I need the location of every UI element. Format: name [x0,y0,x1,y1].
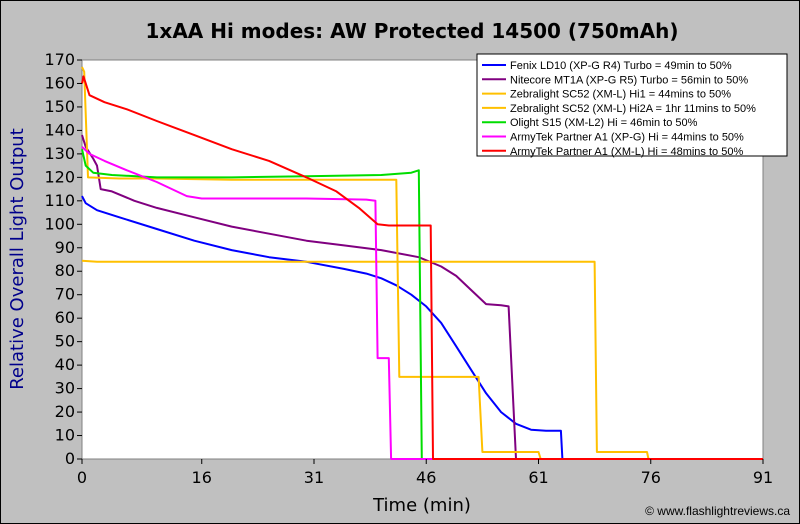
y-tick-label: 60 [55,308,75,327]
chart-title: 1xAA Hi modes: AW Protected 14500 (750mA… [146,19,679,43]
y-tick-label: 30 [55,379,75,398]
x-tick-label: 16 [192,468,212,487]
legend-label-4: Zebralight SC52 (XM-L) Hi2A = 1hr 11mins… [510,103,756,115]
credit-text: © www.flashlightreviews.ca [645,504,790,518]
y-tick-label: 10 [55,426,75,445]
series-line-7 [81,75,763,460]
y-tick-label: 130 [44,144,75,163]
y-tick-label: 150 [44,97,75,116]
y-tick-label: 70 [55,285,75,304]
x-tick-label: 91 [753,468,773,487]
legend-label-7: ArmyTek Partner A1 (XM-L) Hi = 48mins to… [510,146,743,158]
series-lines [81,66,763,460]
y-tick-label: 140 [44,120,75,139]
x-tick-label: 46 [416,468,436,487]
x-axis-label: Time (min) [372,495,471,516]
x-tick-label: 61 [528,468,548,487]
y-axis: 0 10 20 30 40 50 60 70 80 90 100 110 120 130 140 150 160… [44,50,82,468]
series-line-4 [81,259,763,460]
series-line-1 [81,195,763,460]
x-tick-label: 76 [641,468,661,487]
legend-label-3: Zebralight SC52 (XM-L) Hi1 = 44mins to 5… [510,89,731,101]
y-tick-label: 120 [44,167,75,186]
series-line-2 [81,134,763,460]
series-line-5 [81,148,763,460]
y-tick-label: 170 [44,50,75,69]
y-tick-label: 110 [44,191,75,210]
legend-box [476,53,788,157]
y-tick-label: 50 [55,332,75,351]
y-axis-label: Relative Overall Light Output [7,128,28,390]
y-tick-label: 0 [65,449,75,468]
series-line-6 [81,146,763,460]
legend-label-5: Olight S15 (XM-L2) Hi = 46min to 50% [510,117,698,129]
y-tick-label: 20 [55,402,75,421]
y-tick-label: 80 [55,261,75,280]
x-tick-label: 31 [304,468,324,487]
y-tick-label: 90 [55,238,75,257]
series-line-3 [81,66,763,460]
x-tick-label: 0 [77,468,87,487]
legend-label-2: Nitecore MT1A (XP-G R5) Turbo = 56min to… [510,74,748,86]
y-tick-label: 40 [55,355,75,374]
y-tick-label: 100 [44,214,75,233]
legend-label-6: ArmyTek Partner A1 (XP-G) Hi = 44mins to… [510,132,744,144]
legend: Fenix LD10 (XP-G R4) Turbo = 49min to 50… [476,53,788,158]
y-tick-label: 160 [44,73,75,92]
legend-label-1: Fenix LD10 (XP-G R4) Turbo = 49min to 50… [510,60,732,72]
x-axis: 0 16 31 46 61 76 91 [77,459,773,487]
